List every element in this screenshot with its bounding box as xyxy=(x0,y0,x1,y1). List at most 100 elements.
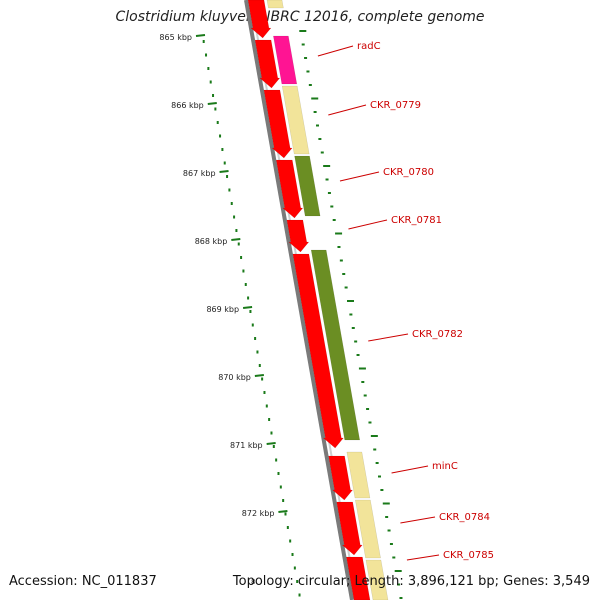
ruler-major-tick xyxy=(254,374,264,377)
outer-tick xyxy=(349,313,353,316)
cds-feature[interactable] xyxy=(247,0,272,39)
outer-tick xyxy=(339,259,343,262)
outer-tick xyxy=(354,340,358,343)
ruler-minor-tick xyxy=(265,404,268,408)
cog-feature[interactable] xyxy=(310,249,361,441)
cds-feature[interactable] xyxy=(263,89,293,159)
cds-feature[interactable] xyxy=(275,159,304,219)
ruler-minor-tick xyxy=(207,67,210,70)
outer-tick xyxy=(306,70,310,73)
outer-tick xyxy=(318,138,322,140)
outer-tick xyxy=(375,462,379,464)
ruler-minor-tick xyxy=(279,485,282,489)
ruler-track: 865 kbp 866 kbp 867 kbp 868 kbp 869 kbp 870 k… xyxy=(159,30,403,599)
ruler-minor-tick xyxy=(286,526,289,529)
edge-tick-label: 8 xyxy=(251,578,256,586)
cds-feature[interactable] xyxy=(328,455,354,501)
topology-label: Topology: circular; Length: 3,896,121 bp… xyxy=(232,574,590,589)
ruler-minor-tick xyxy=(221,148,224,151)
gene-pointer-line xyxy=(328,104,367,116)
ruler-minor-tick xyxy=(275,458,278,462)
ruler-minor-tick xyxy=(237,242,240,246)
ruler-minor-tick xyxy=(256,350,259,354)
ruler-minor-tick xyxy=(249,310,252,313)
cog-feature[interactable] xyxy=(273,35,298,85)
ruler-label: 868 kbp xyxy=(195,237,228,246)
ruler-minor-tick xyxy=(293,566,296,570)
cog-feature[interactable] xyxy=(346,451,371,499)
gene-pointer-line xyxy=(348,219,388,230)
ruler-minor-tick xyxy=(270,431,273,435)
outer-tick xyxy=(304,57,308,59)
ruler-minor-tick xyxy=(277,472,280,475)
ruler-minor-tick xyxy=(261,377,264,381)
ruler-minor-tick xyxy=(263,391,266,394)
outer-tick xyxy=(399,597,403,599)
outer-tick xyxy=(332,219,336,221)
cds-feature[interactable] xyxy=(346,556,371,600)
outer-tick xyxy=(315,124,319,127)
cog-feature[interactable] xyxy=(355,499,381,559)
ruler-minor-tick xyxy=(291,553,294,556)
cog-feature[interactable] xyxy=(266,0,284,9)
outer-tick xyxy=(373,448,377,451)
outer-tick xyxy=(311,97,319,100)
map-title: Clostridium kluyveri NBRC 12016, complet… xyxy=(115,9,485,25)
ruler-major-tick xyxy=(195,34,206,37)
gene-pointer-line xyxy=(406,554,440,561)
ruler-minor-tick xyxy=(212,94,215,97)
outer-tick xyxy=(368,421,372,424)
ruler-minor-tick xyxy=(254,337,257,340)
ruler-minor-tick xyxy=(284,512,287,516)
gene-label: CKR_0782 xyxy=(412,329,463,340)
outer-tick xyxy=(366,408,370,410)
cds-feature[interactable] xyxy=(254,39,281,89)
ruler-minor-tick xyxy=(205,53,208,57)
ruler-major-tick xyxy=(231,238,241,241)
outer-tick xyxy=(389,543,393,545)
ruler-minor-tick xyxy=(219,134,222,138)
ruler-minor-tick xyxy=(282,499,285,502)
backbone-dark xyxy=(244,0,354,600)
ruler-major-tick xyxy=(207,102,217,105)
ruler-major-tick xyxy=(278,510,288,513)
cog-track xyxy=(266,0,389,600)
ruler-major-tick xyxy=(219,170,229,173)
outer-tick xyxy=(392,556,396,559)
ruler-minor-tick xyxy=(228,188,231,192)
gene-label: CKR_0784 xyxy=(439,512,490,523)
ruler-major-tick xyxy=(242,306,253,309)
outer-tick xyxy=(394,570,402,572)
ruler-minor-tick xyxy=(251,323,254,327)
ruler-minor-tick xyxy=(214,107,217,111)
outer-tick xyxy=(337,246,341,248)
ruler-minor-tick xyxy=(244,283,247,286)
ruler-label: 872 kbp xyxy=(242,509,275,518)
outer-tick xyxy=(385,516,389,518)
cds-feature[interactable] xyxy=(292,253,344,449)
cog-feature[interactable] xyxy=(294,155,321,217)
cds-feature[interactable] xyxy=(286,219,310,253)
ruler-minor-tick xyxy=(235,229,238,232)
outer-tick xyxy=(325,178,329,181)
gene-label: CKR_0780 xyxy=(383,167,434,178)
ruler-minor-tick xyxy=(289,539,292,543)
outer-tick xyxy=(313,111,317,113)
gene-pointer-line xyxy=(339,171,380,182)
cog-feature[interactable] xyxy=(365,559,389,600)
cds-feature[interactable] xyxy=(336,501,363,556)
ruler-label: 867 kbp xyxy=(183,169,216,178)
ruler-minor-tick xyxy=(216,121,219,124)
gene-pointers: radC CKR_0779 CKR_0780 CKR_0781 CKR_0782 minC… xyxy=(317,41,494,561)
outer-tick xyxy=(330,205,334,208)
ruler-minor-tick xyxy=(258,364,261,367)
outer-tick xyxy=(342,273,346,275)
gene-label: CKR_0779 xyxy=(370,100,421,111)
gene-label: CKR_0785 xyxy=(443,550,494,561)
ruler-minor-tick xyxy=(240,256,243,259)
ruler-minor-tick xyxy=(268,418,271,421)
ruler-minor-tick xyxy=(298,593,301,597)
outer-tick xyxy=(351,327,355,329)
cog-feature[interactable] xyxy=(281,85,310,155)
accession-label: Accession: NC_011837 xyxy=(9,574,157,589)
